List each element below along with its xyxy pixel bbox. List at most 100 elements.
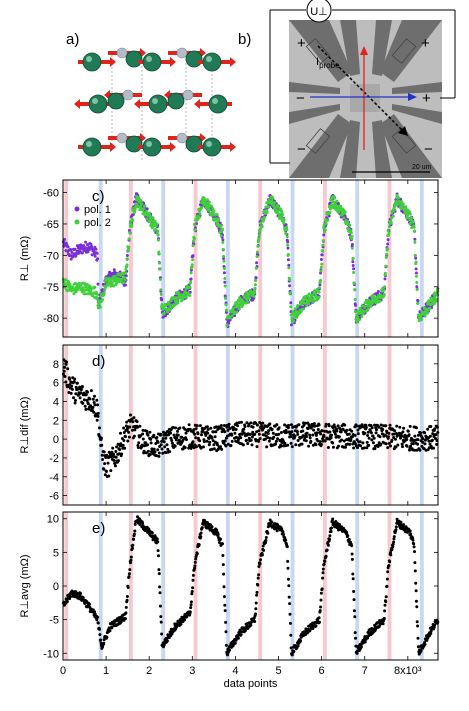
data-point: [69, 248, 73, 252]
data-point: [414, 426, 418, 430]
data-point: [328, 534, 332, 538]
data-point: [385, 584, 389, 588]
data-point: [288, 602, 292, 606]
data-point: [141, 521, 145, 525]
data-point: [112, 284, 115, 288]
data-point: [122, 281, 126, 285]
data-point: [296, 644, 300, 648]
y-axis-label: R⊥ (mΩ): [19, 236, 31, 281]
voltmeter-icon: [306, 0, 332, 23]
data-point: [434, 433, 438, 437]
legend-marker: [74, 219, 80, 225]
data-point: [136, 515, 139, 519]
data-point: [265, 211, 269, 215]
atom-large: [107, 92, 125, 110]
x-tick-label: 2: [146, 665, 152, 677]
data-point: [207, 200, 211, 204]
data-point: [335, 199, 339, 203]
data-point: [308, 433, 312, 437]
data-point: [111, 446, 115, 450]
data-point: [395, 193, 399, 197]
data-point: [420, 317, 423, 321]
data-point: [247, 436, 251, 440]
data-point: [133, 428, 137, 432]
data-point: [331, 517, 335, 521]
data-point: [331, 441, 335, 445]
y-axis-label: R⊥dif (mΩ): [19, 397, 31, 454]
data-point: [290, 423, 293, 427]
data-point: [386, 229, 390, 233]
minus-bottom-left: −: [297, 141, 306, 158]
data-point: [386, 446, 390, 450]
x-multiplier-label: 8x10³: [394, 665, 422, 677]
data-point: [153, 450, 157, 454]
data-point: [387, 441, 391, 445]
data-point: [191, 440, 195, 444]
data-point: [207, 443, 211, 447]
data-point: [193, 564, 197, 568]
data-point: [122, 439, 126, 442]
data-point: [128, 425, 132, 429]
data-point: [63, 238, 67, 241]
data-point: [175, 436, 179, 440]
data-point: [189, 606, 193, 610]
data-point: [108, 629, 112, 633]
data-point: [325, 548, 329, 552]
data-point: [212, 430, 216, 434]
data-point: [392, 432, 396, 436]
data-point: [357, 318, 361, 322]
data-point: [237, 631, 241, 635]
data-point: [279, 431, 283, 434]
data-point: [255, 590, 259, 594]
data-point: [78, 396, 82, 400]
data-point: [223, 609, 227, 613]
data-point: [254, 283, 257, 287]
data-point: [292, 649, 296, 653]
data-point: [237, 307, 241, 311]
atom-large: [167, 92, 185, 110]
data-point: [271, 431, 275, 435]
data-point: [309, 439, 313, 443]
data-point: [228, 648, 231, 652]
data-point: [128, 231, 132, 235]
data-point: [287, 263, 291, 267]
data-point: [208, 208, 212, 212]
data-point: [183, 290, 187, 293]
data-point: [224, 630, 228, 634]
data-point: [318, 286, 321, 290]
data-point: [224, 444, 228, 448]
data-point: [286, 443, 290, 447]
data-point: [95, 418, 99, 422]
data-point: [158, 604, 162, 608]
data-point: [376, 445, 380, 448]
data-point: [254, 607, 258, 611]
data-point: [70, 251, 74, 254]
data-point: [219, 234, 223, 238]
data-point: [274, 442, 278, 446]
field-band-blue: [419, 345, 424, 505]
data-point: [153, 219, 157, 223]
data-point: [127, 237, 131, 241]
atom-small: [116, 47, 128, 59]
y-tick-label: 5: [53, 547, 59, 559]
data-point: [333, 432, 337, 436]
atom-large: [142, 52, 162, 72]
data-point: [320, 587, 324, 591]
data-point: [418, 448, 422, 452]
data-point: [96, 621, 100, 625]
data-point: [216, 533, 220, 537]
data-point: [195, 424, 199, 428]
data-point: [360, 315, 364, 318]
atom-large: [88, 94, 108, 114]
data-point: [338, 523, 342, 526]
data-point: [415, 605, 419, 609]
data-point: [356, 432, 360, 436]
data-point: [317, 290, 321, 294]
data-point: [137, 441, 141, 445]
data-point: [65, 600, 69, 604]
data-point: [387, 225, 391, 229]
data-point: [214, 430, 218, 434]
data-point: [427, 299, 431, 303]
data-point: [159, 615, 163, 619]
